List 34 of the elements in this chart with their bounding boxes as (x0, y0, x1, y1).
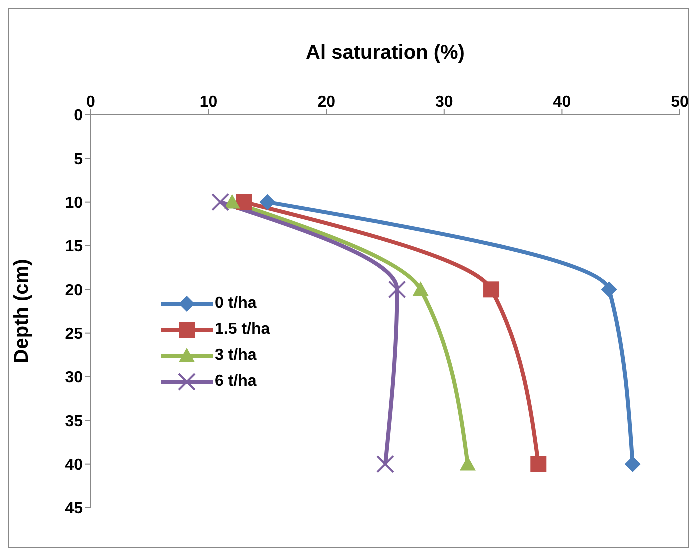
x-tick-label: 40 (553, 94, 572, 111)
y-tick-label: 40 (65, 457, 84, 474)
x-tick-label: 50 (671, 94, 689, 111)
point (260, 194, 276, 210)
point (224, 194, 240, 209)
point (530, 456, 547, 472)
y-tick-label: 0 (74, 108, 84, 125)
y-tick-label: 5 (74, 151, 84, 168)
legend-label: 3 t/ha (215, 347, 257, 365)
point (601, 282, 618, 298)
y-axis-title: Depth (cm) (11, 259, 34, 364)
point (236, 194, 252, 210)
legend-label: 1.5 t/ha (215, 321, 270, 339)
point (460, 456, 476, 471)
x-tick-label: 20 (318, 94, 336, 111)
legend-label: 6 t/ha (215, 373, 257, 391)
point (484, 282, 500, 298)
legend-label: 0 t/ha (215, 295, 257, 313)
y-tick-label: 20 (65, 282, 84, 300)
y-tick-label: 15 (65, 238, 84, 256)
x-tick-label: 30 (436, 94, 454, 111)
y-tick-label: 45 (65, 500, 84, 518)
point (212, 193, 230, 212)
point (624, 456, 641, 472)
point (388, 280, 406, 299)
x-axis-title: Al saturation (%) (306, 42, 465, 64)
y-tick-label: 10 (65, 195, 84, 212)
y-tick-label: 25 (65, 326, 84, 344)
y-tick-label: 35 (65, 413, 84, 430)
x-tick-label: 0 (86, 94, 96, 111)
point (376, 455, 394, 474)
point (412, 282, 429, 296)
y-tick-label: 30 (65, 370, 84, 387)
x-tick-label: 10 (200, 94, 218, 111)
